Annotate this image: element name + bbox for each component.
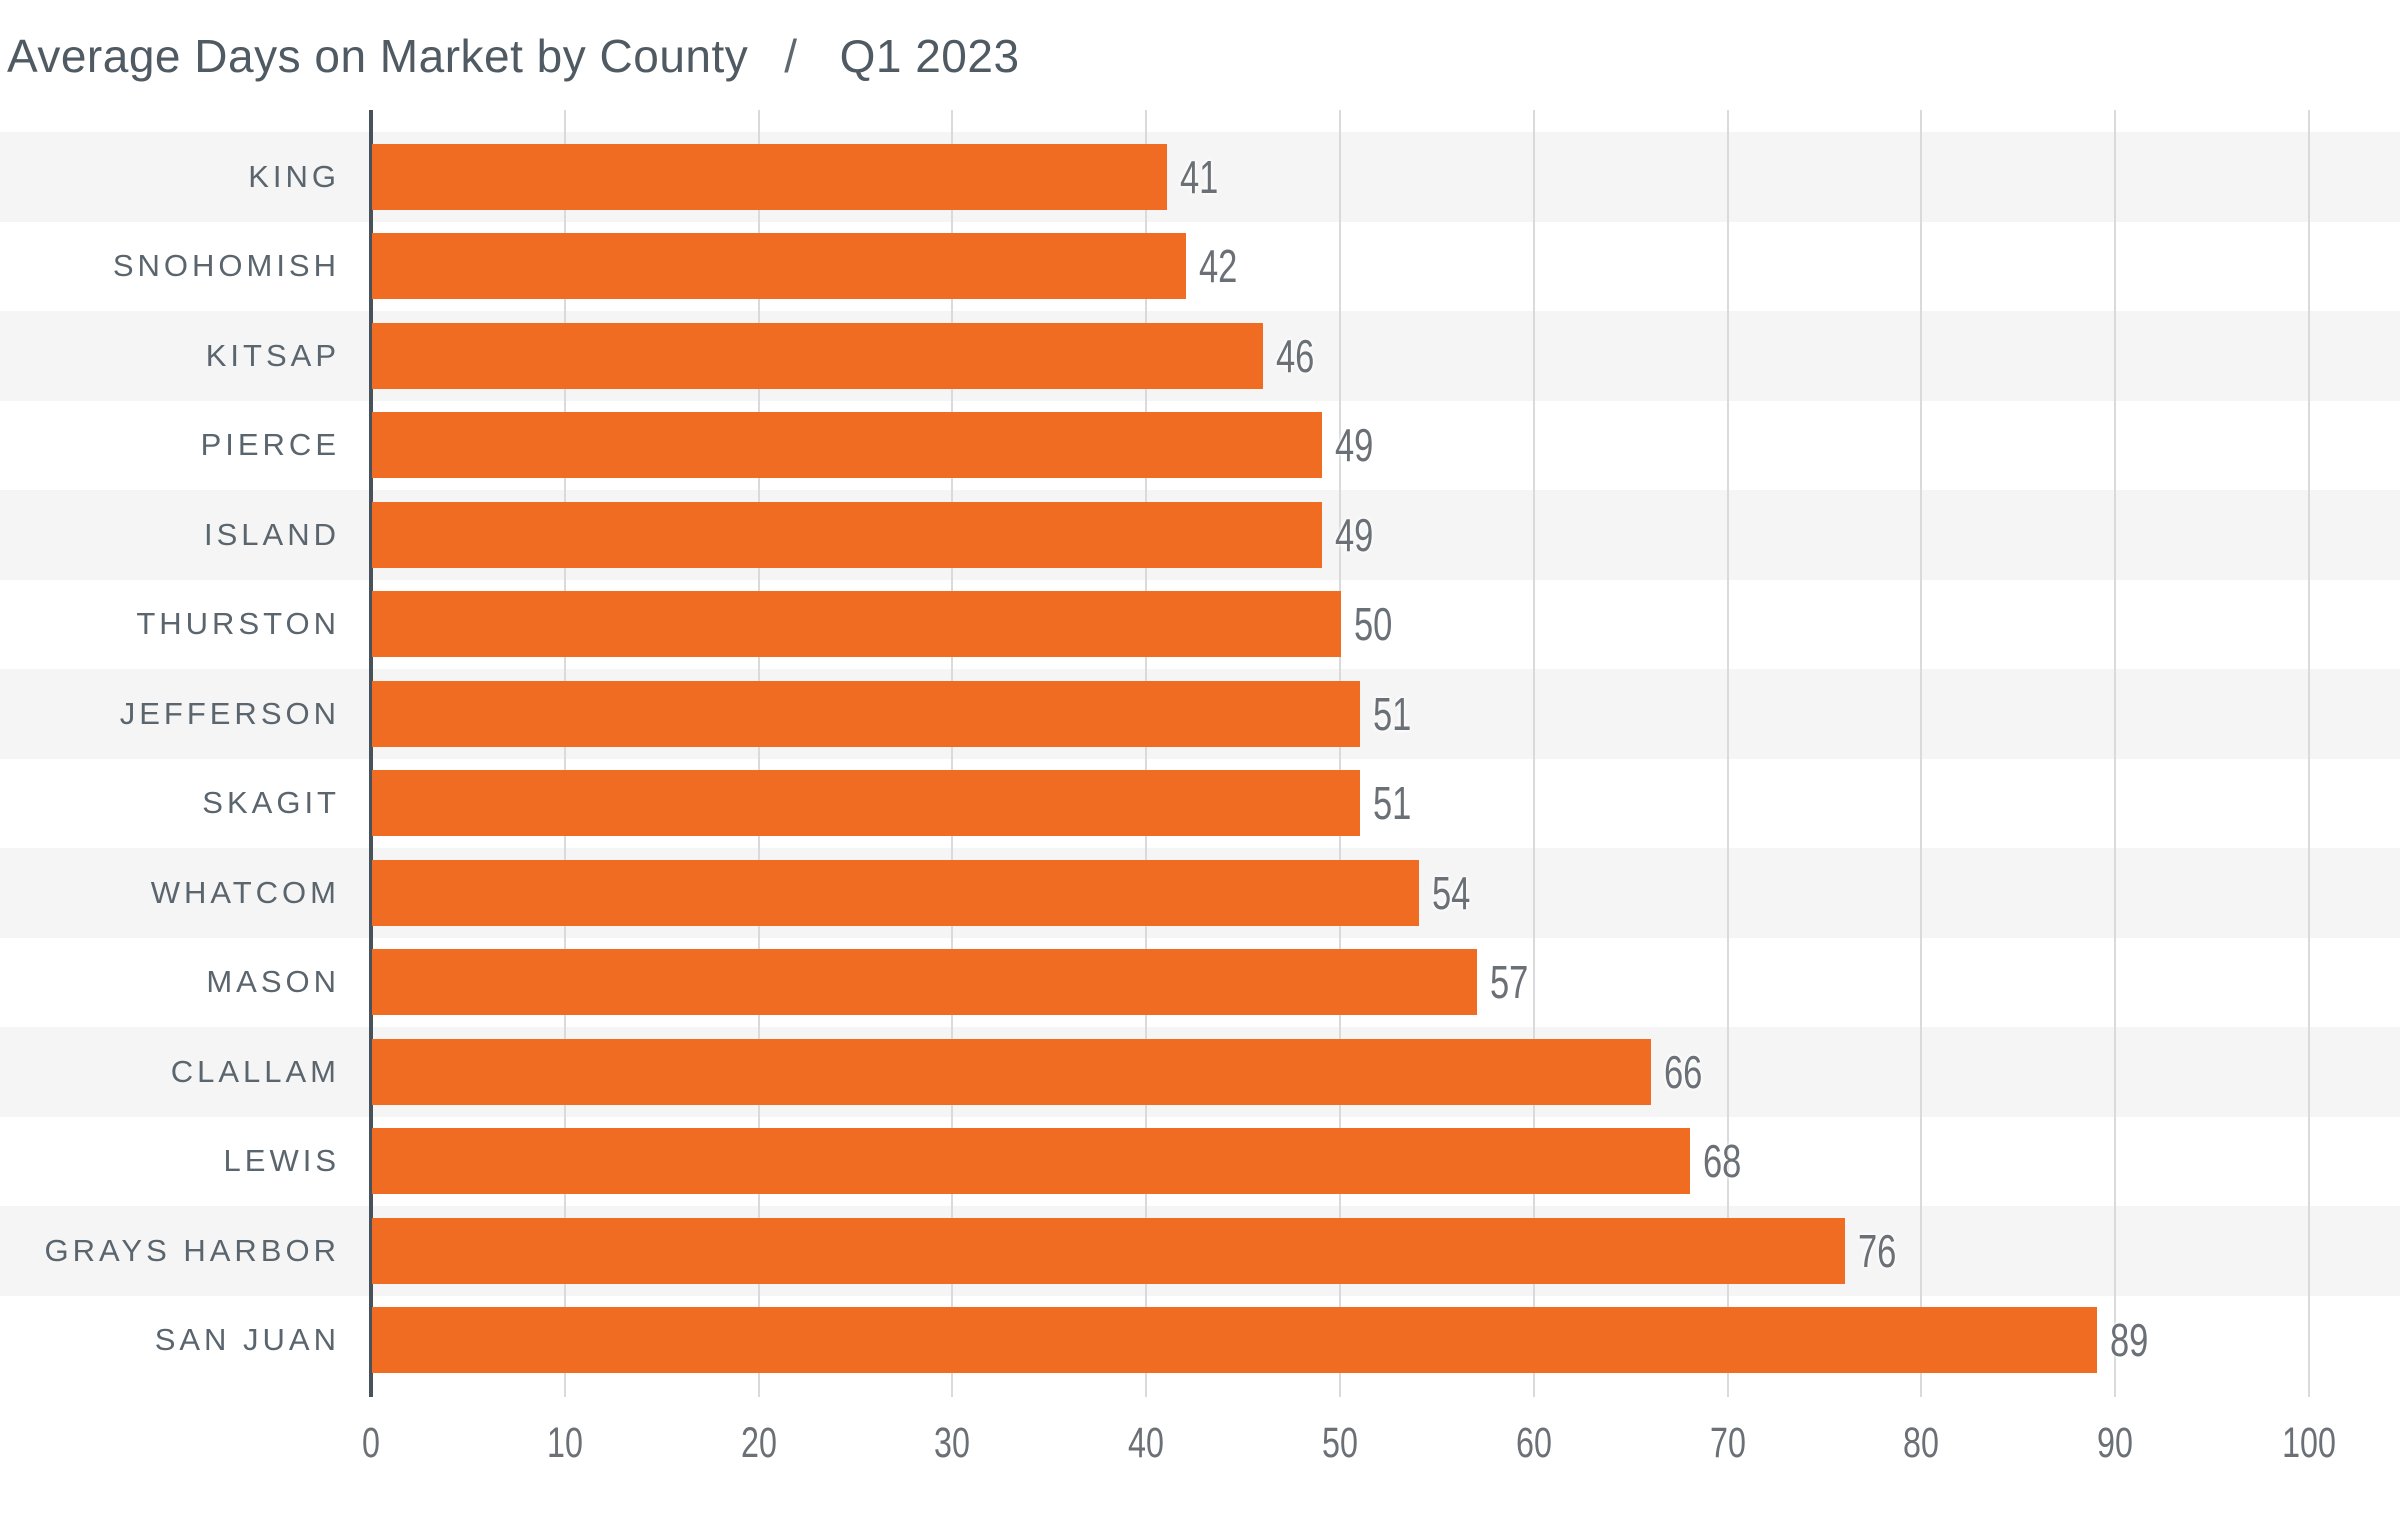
category-label-thurston: THURSTON <box>136 606 340 642</box>
gridline-x-30 <box>951 110 954 1397</box>
gridline-x-60 <box>1532 110 1535 1397</box>
gridline-x-10 <box>563 110 566 1397</box>
category-label-snohomish: SNOHOMISH <box>112 248 340 284</box>
x-tick-90: 90 <box>2097 1418 2134 1467</box>
value-label-san-juan: 89 <box>2109 1314 2149 1367</box>
x-tick-60: 60 <box>1515 1418 1552 1467</box>
gridline-x-70 <box>1726 110 1729 1397</box>
x-tick-100: 100 <box>2282 1418 2336 1467</box>
value-label-thurston: 50 <box>1354 598 1393 651</box>
value-label-whatcom: 54 <box>1431 866 1470 919</box>
x-tick-0: 0 <box>362 1418 380 1467</box>
gridline-x-100 <box>2308 110 2310 1397</box>
value-label-snohomish: 42 <box>1198 240 1238 293</box>
chart-period: Q1 2023 <box>839 30 1020 82</box>
value-label-clallam: 66 <box>1664 1045 1703 1098</box>
gridline-x-20 <box>757 110 760 1397</box>
gridline-x-90 <box>2114 110 2117 1397</box>
x-tick-20: 20 <box>740 1418 777 1467</box>
y-axis-line <box>369 110 373 1397</box>
bar-snohomish <box>372 233 1186 300</box>
bar-kitsap <box>372 322 1264 389</box>
bar-skagit <box>372 770 1361 837</box>
category-label-grays-harbor: GRAYS HARBOR <box>44 1232 340 1268</box>
x-tick-80: 80 <box>1903 1418 1940 1467</box>
category-label-whatcom: WHATCOM <box>150 874 340 910</box>
category-label-san-juan: SAN JUAN <box>154 1322 340 1358</box>
bar-king <box>372 143 1167 210</box>
x-tick-30: 30 <box>934 1418 971 1467</box>
category-label-king: KING <box>248 158 340 194</box>
value-label-grays-harbor: 76 <box>1857 1224 1897 1277</box>
bar-thurston <box>372 591 1341 658</box>
bar-lewis <box>372 1128 1690 1195</box>
bar-clallam <box>372 1038 1652 1105</box>
category-label-mason: MASON <box>206 964 340 1000</box>
bar-mason <box>372 949 1477 1016</box>
bar-island <box>372 501 1322 568</box>
bar-whatcom <box>372 859 1419 926</box>
bar-san-juan <box>372 1307 2097 1374</box>
category-label-pierce: PIERCE <box>200 427 340 463</box>
x-tick-50: 50 <box>1322 1418 1358 1467</box>
value-label-kitsap: 46 <box>1276 329 1315 382</box>
gridline-x-40 <box>1145 110 1148 1397</box>
value-label-lewis: 68 <box>1702 1135 1742 1188</box>
category-label-island: ISLAND <box>204 516 340 552</box>
value-label-pierce: 49 <box>1334 419 1373 472</box>
chart-header: Average Days on Market by County / Q1 20… <box>7 31 1020 82</box>
x-tick-70: 70 <box>1709 1418 1746 1467</box>
gridline-x-50 <box>1339 110 1341 1397</box>
value-label-jefferson: 51 <box>1373 687 1412 740</box>
value-label-king: 41 <box>1179 150 1218 203</box>
bar-jefferson <box>372 680 1361 747</box>
category-label-kitsap: KITSAP <box>205 337 340 373</box>
x-tick-40: 40 <box>1128 1418 1165 1467</box>
value-label-island: 49 <box>1334 508 1373 561</box>
title-separator: / <box>784 30 798 82</box>
x-tick-10: 10 <box>546 1418 583 1467</box>
bar-pierce <box>372 412 1322 479</box>
value-label-skagit: 51 <box>1373 777 1412 830</box>
category-label-skagit: SKAGIT <box>202 785 340 821</box>
category-label-clallam: CLALLAM <box>170 1053 340 1089</box>
category-label-lewis: LEWIS <box>223 1143 340 1179</box>
gridline-x-80 <box>1920 110 1923 1397</box>
value-label-mason: 57 <box>1489 956 1529 1009</box>
category-label-jefferson: JEFFERSON <box>119 695 340 731</box>
chart-title: Average Days on Market by County <box>7 30 749 82</box>
bar-grays-harbor <box>372 1217 1845 1284</box>
